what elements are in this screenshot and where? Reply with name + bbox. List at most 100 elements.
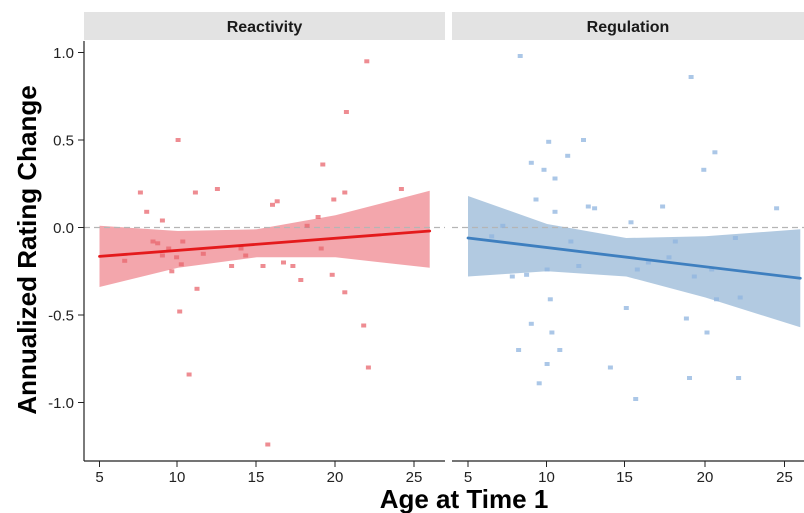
data-point-regulation: [585, 204, 591, 209]
data-point-regulation: [552, 176, 558, 181]
data-point-regulation: [528, 321, 534, 326]
data-point-reactivity: [150, 239, 156, 244]
data-point-regulation: [688, 75, 694, 79]
data-point-reactivity: [315, 215, 321, 219]
data-point-reactivity: [265, 442, 271, 447]
data-point-regulation: [541, 167, 547, 172]
data-point-reactivity: [318, 246, 324, 251]
data-point-reactivity: [320, 162, 326, 167]
y-axis-title: Annualized Rating Change: [12, 85, 42, 414]
y-tick-label: 0.5: [53, 133, 74, 150]
data-point-regulation: [546, 139, 552, 144]
data-point-reactivity: [180, 239, 186, 244]
data-point-regulation: [592, 206, 598, 211]
data-point-reactivity: [194, 286, 200, 291]
data-point-reactivity: [298, 278, 304, 282]
data-point-regulation: [516, 348, 522, 352]
regression-line-reactivity: [98, 229, 432, 258]
x-axis-ticks-regulation: 5 10 15 20 25: [464, 461, 793, 486]
data-point-reactivity: [178, 262, 184, 267]
data-point-reactivity: [260, 264, 266, 268]
data-point-reactivity: [343, 110, 349, 114]
y-tick-label: 1.0: [53, 45, 74, 62]
data-point-reactivity: [174, 255, 180, 260]
data-point-regulation: [576, 264, 582, 268]
data-point-reactivity: [365, 365, 371, 370]
data-point-regulation: [687, 376, 692, 380]
data-point-regulation: [774, 206, 780, 211]
confidence-band-reactivity: [99, 190, 430, 287]
data-point-reactivity: [304, 223, 310, 228]
data-point-regulation: [581, 138, 586, 142]
data-point-reactivity: [144, 209, 150, 214]
panel-regulation: [452, 54, 804, 401]
data-point-regulation: [524, 272, 530, 277]
data-point-reactivity: [238, 246, 244, 251]
y-axis-ticks: 1.0 0.5 0.0 -0.5 -1.0: [48, 45, 84, 412]
data-point-reactivity: [122, 258, 128, 263]
y-tick-label: -0.5: [48, 308, 74, 325]
x-tick-label: 10: [538, 469, 555, 486]
x-tick-label: 5: [464, 469, 472, 486]
data-point-reactivity: [342, 290, 348, 295]
data-point-regulation: [517, 54, 523, 58]
x-tick-label: 15: [248, 469, 265, 486]
facet-label-reactivity: Reactivity: [227, 19, 303, 36]
data-point-reactivity: [169, 269, 175, 274]
data-point-regulation: [607, 365, 613, 370]
data-point-regulation: [672, 239, 678, 244]
data-point-reactivity: [137, 190, 143, 195]
data-point-regulation: [547, 297, 553, 302]
data-point-reactivity: [155, 241, 161, 246]
x-tick-label: 20: [697, 469, 714, 486]
data-point-reactivity: [214, 187, 220, 191]
data-point-regulation: [533, 197, 539, 202]
data-point-regulation: [568, 239, 574, 244]
x-tick-label: 5: [95, 469, 103, 486]
data-point-reactivity: [270, 202, 275, 207]
data-point-reactivity: [342, 190, 348, 195]
data-point-reactivity: [398, 187, 404, 191]
data-point-reactivity: [177, 309, 183, 314]
confidence-band-regulation: [468, 196, 801, 328]
data-point-regulation: [489, 234, 495, 239]
data-point-reactivity: [281, 260, 286, 265]
data-point-reactivity: [186, 372, 192, 377]
data-point-regulation: [509, 274, 515, 279]
data-point-reactivity: [274, 199, 280, 204]
data-point-regulation: [628, 220, 634, 225]
data-point-regulation: [683, 316, 689, 321]
data-point-regulation: [552, 209, 558, 214]
data-point-regulation: [660, 204, 666, 209]
facet-strip-regulation: [452, 12, 804, 40]
data-point-regulation: [557, 348, 563, 352]
panel-reactivity: [84, 59, 445, 447]
data-point-reactivity: [175, 138, 181, 142]
data-point-reactivity: [290, 264, 296, 268]
x-tick-label: 15: [616, 469, 633, 486]
data-point-regulation: [714, 297, 719, 302]
data-point-reactivity: [329, 272, 335, 277]
data-point-regulation: [736, 376, 742, 380]
data-point-reactivity: [243, 253, 249, 258]
x-tick-label: 10: [169, 469, 186, 486]
regression-line-regulation: [466, 236, 802, 280]
data-point-regulation: [666, 255, 672, 260]
data-point-reactivity: [166, 246, 172, 251]
facet-label-regulation: Regulation: [587, 19, 670, 36]
x-tick-label: 25: [406, 469, 423, 486]
data-point-reactivity: [159, 218, 165, 223]
data-point-regulation: [623, 306, 629, 310]
data-point-regulation: [633, 397, 639, 401]
data-point-regulation: [645, 260, 651, 265]
data-point-regulation: [709, 267, 715, 272]
data-point-reactivity: [361, 323, 367, 328]
data-point-regulation: [634, 267, 640, 272]
x-axis-title: Age at Time 1: [380, 484, 549, 513]
data-point-regulation: [701, 167, 707, 172]
data-point-regulation: [691, 274, 697, 279]
data-point-regulation: [712, 150, 718, 155]
x-tick-label: 20: [327, 469, 344, 486]
